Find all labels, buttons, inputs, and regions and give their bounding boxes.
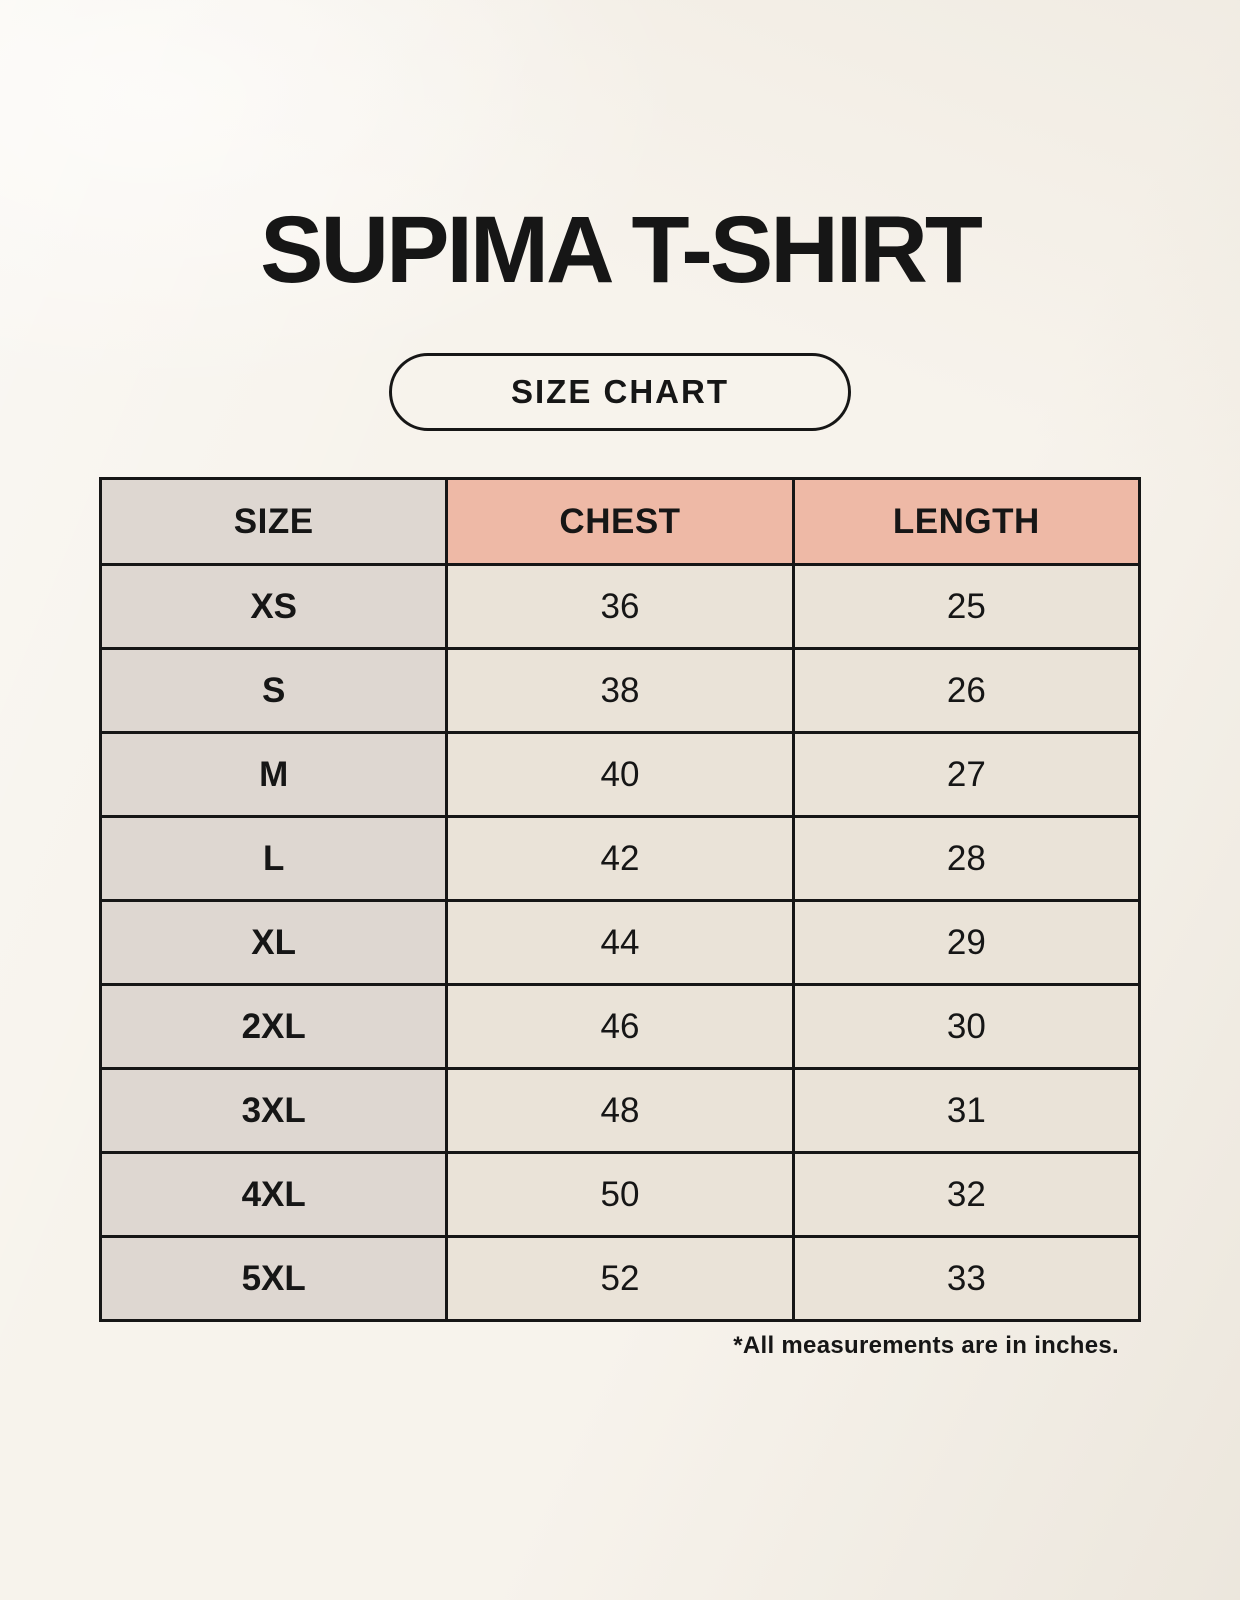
table-row: 2XL 46 30 [98, 983, 1142, 1071]
table-row: 5XL 52 33 [98, 1235, 1142, 1323]
page-title: SUPIMA T-SHIRT [260, 197, 983, 303]
size-cell: 4XL [98, 1151, 449, 1239]
table-row: 3XL 48 31 [98, 1067, 1142, 1155]
chest-cell: 44 [445, 899, 795, 987]
column-header-chest: CHEST [445, 477, 795, 567]
size-cell: 3XL [98, 1067, 449, 1155]
length-cell: 29 [791, 899, 1142, 987]
measurements-footnote: *All measurements are in inches. [733, 1332, 1119, 1360]
size-cell: XL [98, 899, 449, 987]
table-row: M 40 27 [98, 731, 1142, 819]
size-cell: M [98, 731, 449, 819]
chest-cell: 38 [445, 647, 795, 735]
header-row: SIZE CHEST LENGTH [98, 477, 1142, 567]
table-row: L 42 28 [98, 815, 1142, 903]
chest-cell: 48 [445, 1067, 795, 1155]
size-chart-button[interactable]: SIZE CHART [389, 353, 851, 432]
table-row: S 38 26 [98, 647, 1142, 735]
size-cell: L [98, 815, 449, 903]
chest-cell: 36 [445, 563, 795, 651]
length-cell: 32 [791, 1151, 1142, 1239]
chest-cell: 42 [445, 815, 795, 903]
length-cell: 26 [791, 647, 1142, 735]
size-table-header: SIZE CHEST LENGTH [98, 477, 1142, 567]
column-header-size: SIZE [98, 477, 449, 567]
table-row: XL 44 29 [98, 899, 1142, 987]
size-chart-button-label: SIZE CHART [511, 373, 729, 411]
size-cell: 2XL [98, 983, 449, 1071]
size-cell: S [98, 647, 449, 735]
length-cell: 27 [791, 731, 1142, 819]
table-row: 4XL 50 32 [98, 1151, 1142, 1239]
chest-cell: 46 [445, 983, 795, 1071]
length-cell: 30 [791, 983, 1142, 1071]
length-cell: 25 [791, 563, 1142, 651]
size-cell: XS [98, 563, 449, 651]
chest-cell: 50 [445, 1151, 795, 1239]
size-table-body: XS 36 25 S 38 26 M 40 27 L 42 28 XL 44 2… [98, 563, 1142, 1323]
length-cell: 33 [791, 1235, 1142, 1323]
size-cell: 5XL [98, 1235, 449, 1323]
chest-cell: 40 [445, 731, 795, 819]
size-table: SIZE CHEST LENGTH XS 36 25 S 38 26 M 40 … [98, 477, 1142, 1323]
table-row: XS 36 25 [98, 563, 1142, 651]
chest-cell: 52 [445, 1235, 795, 1323]
column-header-length: LENGTH [791, 477, 1142, 567]
length-cell: 28 [791, 815, 1142, 903]
length-cell: 31 [791, 1067, 1142, 1155]
